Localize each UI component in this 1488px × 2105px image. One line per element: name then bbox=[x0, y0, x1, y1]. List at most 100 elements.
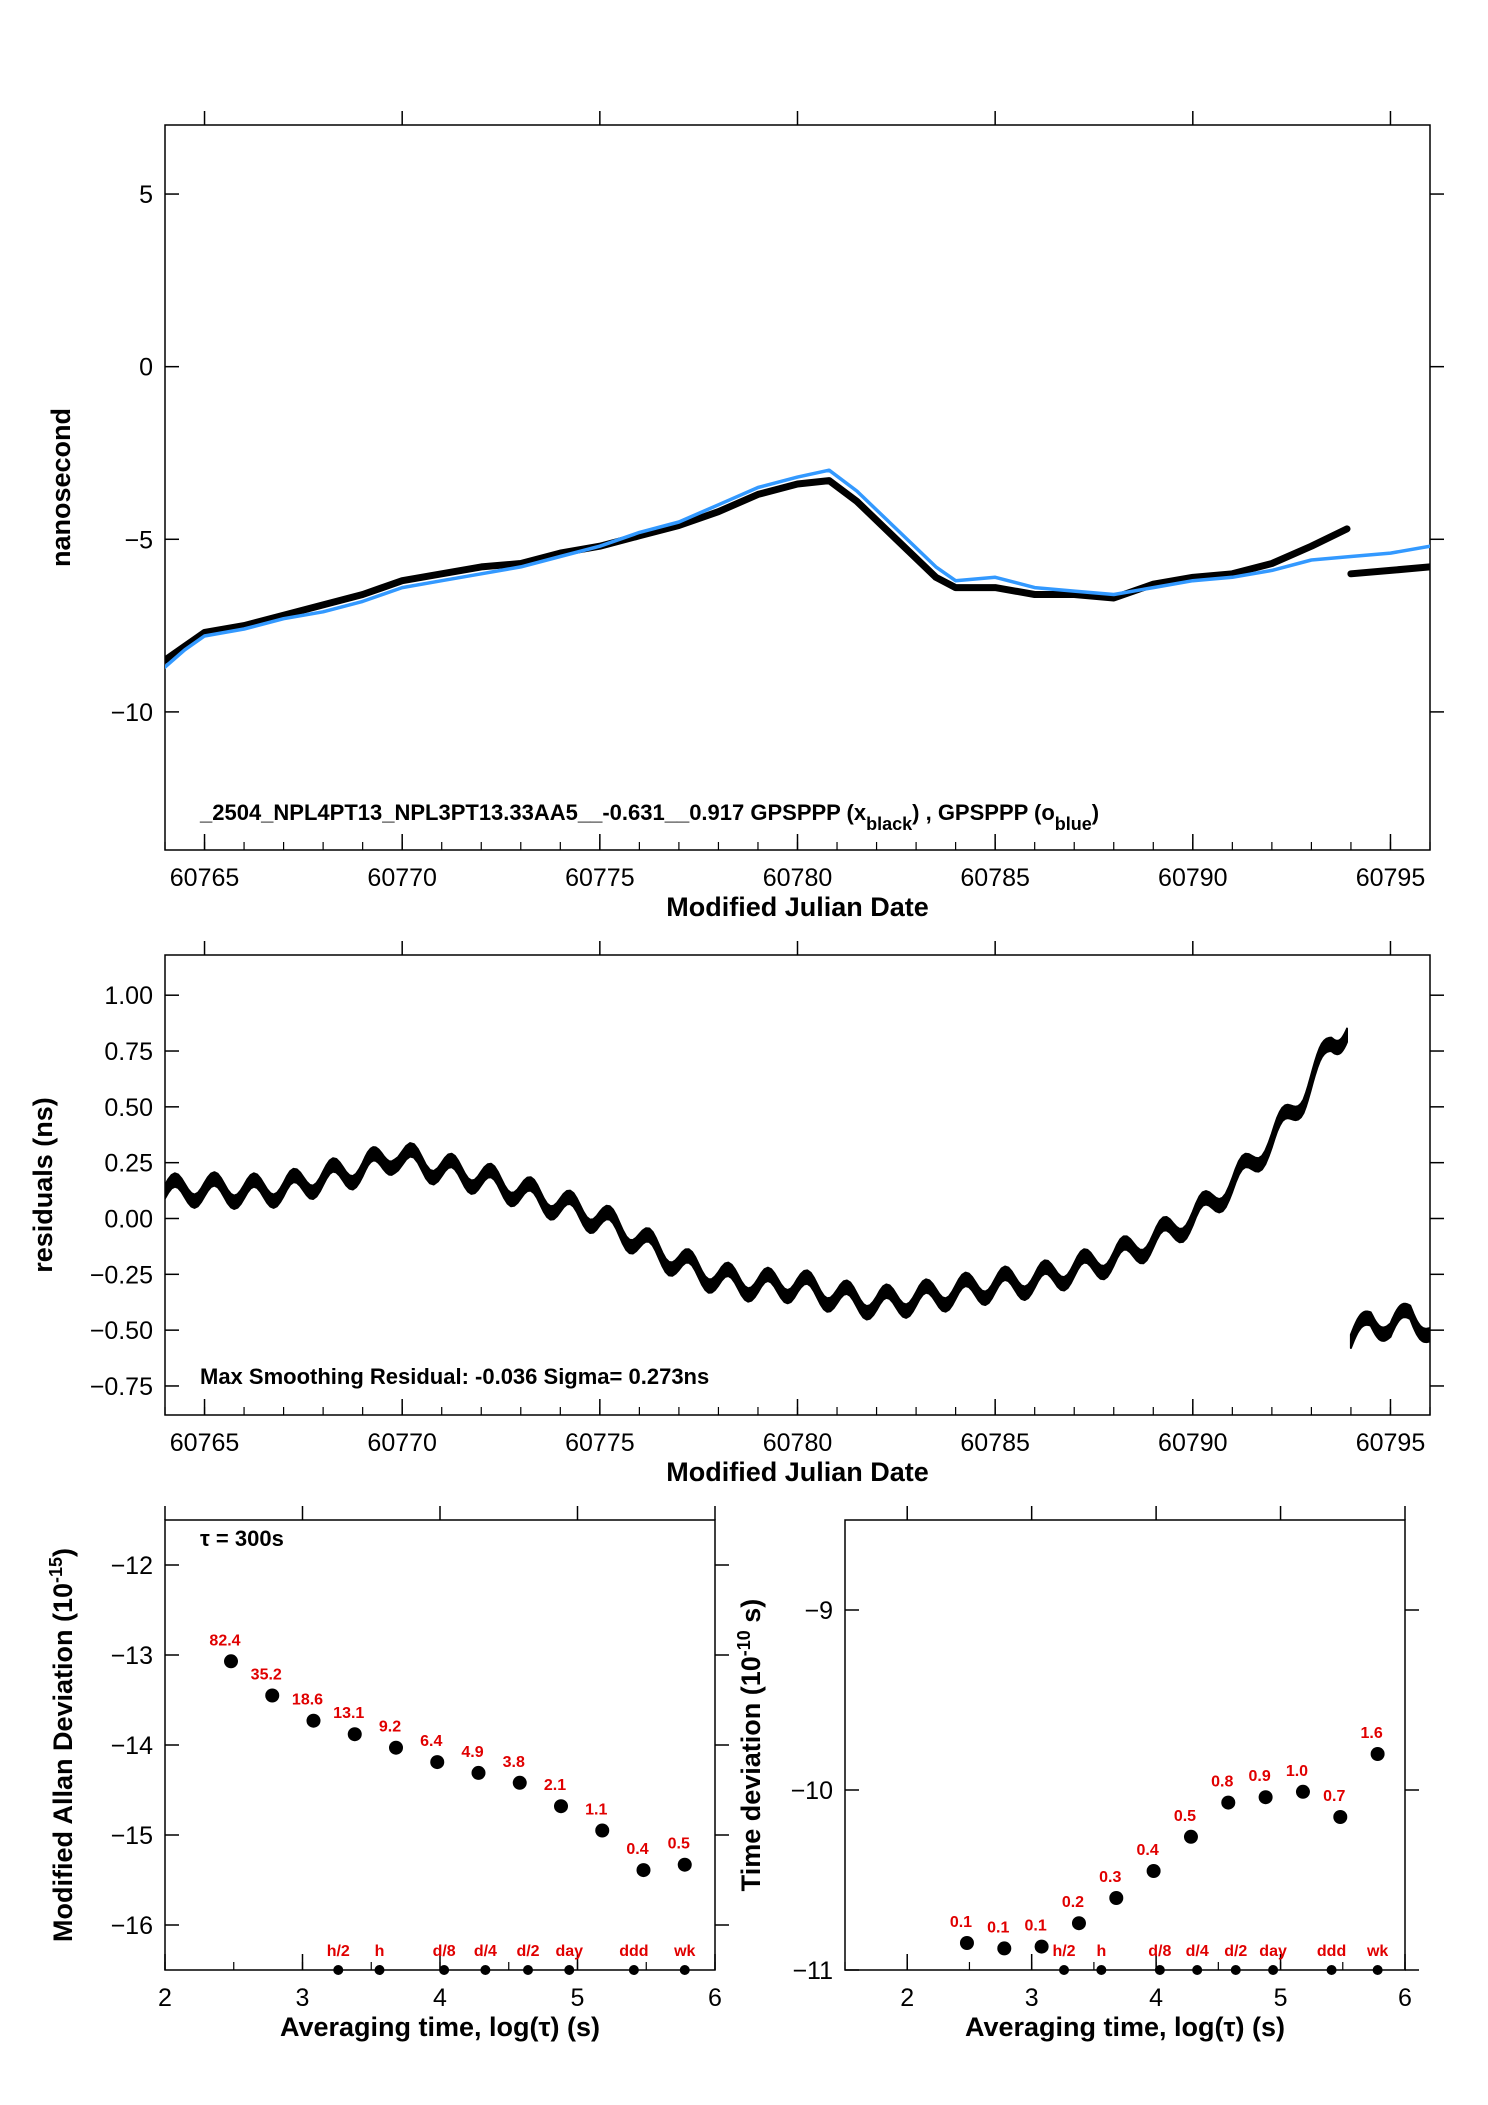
y-tick-label: −5 bbox=[124, 526, 153, 554]
y-tick-label: 1.00 bbox=[104, 982, 153, 1010]
data-label: 0.4 bbox=[1136, 1842, 1158, 1859]
data-label: 0.5 bbox=[668, 1836, 690, 1853]
time-marker bbox=[628, 1965, 639, 1975]
time-marker bbox=[374, 1965, 385, 1975]
data-label: 9.2 bbox=[379, 1719, 401, 1736]
annotation-mid: ) , GPSPPP (o bbox=[912, 800, 1055, 825]
x-tick-label: 60790 bbox=[1158, 1429, 1228, 1457]
y-axis-label-main: Modified Allan Deviation (10 bbox=[48, 1583, 78, 1942]
time-marker bbox=[679, 1965, 690, 1975]
y-tick-label: −0.25 bbox=[90, 1261, 153, 1289]
data-point bbox=[430, 1755, 445, 1770]
series-line-1 bbox=[1347, 563, 1430, 578]
x-tick-label: 60770 bbox=[367, 864, 437, 892]
series-line-2 bbox=[165, 468, 1430, 669]
time-marker-label: ddd bbox=[1317, 1943, 1346, 1960]
data-point bbox=[1071, 1916, 1086, 1931]
y-tick-label: 5 bbox=[139, 181, 153, 209]
time-marker-label: h bbox=[375, 1943, 385, 1960]
time-marker-label: wk bbox=[1366, 1943, 1388, 1960]
data-label: 1.0 bbox=[1286, 1763, 1308, 1780]
data-label: 0.2 bbox=[1062, 1894, 1084, 1911]
time-marker-label: h/2 bbox=[1052, 1943, 1075, 1960]
data-point bbox=[1183, 1829, 1198, 1844]
data-label: 2.1 bbox=[544, 1777, 566, 1794]
y-tick-label: −13 bbox=[111, 1642, 153, 1670]
y-tick-label: −0.50 bbox=[90, 1317, 153, 1345]
data-label: 82.4 bbox=[209, 1632, 240, 1649]
time-marker-label: day bbox=[555, 1943, 583, 1960]
data-point bbox=[389, 1740, 403, 1755]
data-point bbox=[677, 1857, 692, 1872]
time-marker-label: d/2 bbox=[516, 1943, 539, 1960]
annotation: Max Smoothing Residual: -0.036 Sigma= 0.… bbox=[200, 1364, 709, 1389]
data-label: 0.4 bbox=[626, 1841, 648, 1858]
time-marker-label: d/8 bbox=[433, 1943, 456, 1960]
x-tick-label: 6 bbox=[1398, 1984, 1412, 2012]
data-point bbox=[1034, 1939, 1049, 1954]
data-label: 1.1 bbox=[585, 1802, 607, 1819]
x-tick-label: 60775 bbox=[565, 1429, 635, 1457]
data-point bbox=[347, 1727, 362, 1742]
time-marker bbox=[1372, 1965, 1383, 1975]
y-tick-label: −12 bbox=[111, 1552, 153, 1580]
data-label: 0.1 bbox=[950, 1914, 972, 1931]
x-tick-label: 6 bbox=[708, 1984, 722, 2012]
x-tick-label: 3 bbox=[1025, 1984, 1039, 2012]
y-tick-label: −15 bbox=[111, 1822, 153, 1850]
x-tick-label: 60775 bbox=[565, 864, 635, 892]
annotation: _2504_NPL4PT13_NPL3PT13.33AA5__-0.631__0… bbox=[199, 800, 1099, 834]
time-marker bbox=[439, 1965, 450, 1975]
x-axis-label: Averaging time, log(τ) (s) bbox=[965, 2012, 1285, 2042]
y-axis-label: nanosecond bbox=[46, 408, 76, 567]
time-marker bbox=[1059, 1965, 1070, 1975]
x-tick-label: 60765 bbox=[170, 864, 240, 892]
time-marker-label: d/4 bbox=[1186, 1943, 1209, 1960]
data-point bbox=[636, 1863, 651, 1878]
time-marker bbox=[1154, 1965, 1165, 1975]
time-marker-label: d/2 bbox=[1224, 1943, 1247, 1960]
x-axis-label: Modified Julian Date bbox=[666, 892, 929, 922]
x-tick-label: 5 bbox=[1274, 1984, 1288, 2012]
y-tick-label: −10 bbox=[791, 1777, 833, 1805]
x-tick-label: 2 bbox=[900, 1984, 914, 2012]
y-tick-label: −11 bbox=[792, 1957, 833, 1985]
tdev-panel: 2 3 4 5 6 −9 −10 −11 Averaging time, log(τ) (s) T… bbox=[734, 1506, 1419, 2042]
data-point bbox=[554, 1799, 568, 1814]
data-point bbox=[1333, 1810, 1348, 1824]
time-marker-label: h/2 bbox=[327, 1943, 350, 1960]
annotation-sub2: blue bbox=[1055, 814, 1092, 834]
x-tick-label: 60785 bbox=[960, 1429, 1030, 1457]
data-label: 13.1 bbox=[333, 1705, 364, 1722]
x-axis-label: Modified Julian Date bbox=[666, 1457, 929, 1487]
mdev-panel: 2 3 4 5 6 −12 −13 −14 −15 −16 Averaging time, log(… bbox=[46, 1506, 729, 2042]
data-label: 0.1 bbox=[987, 1919, 1009, 1936]
data-point bbox=[265, 1688, 280, 1703]
annotation-main: _2504_NPL4PT13_NPL3PT13.33AA5__-0.631__0… bbox=[199, 800, 867, 825]
data-point bbox=[997, 1941, 1012, 1956]
y-axis-label-tail: s) bbox=[736, 1599, 766, 1631]
residual-band-1 bbox=[1349, 1302, 1430, 1349]
x-tick-label: 4 bbox=[1149, 1984, 1163, 2012]
annotation-sub1: black bbox=[866, 814, 913, 834]
y-tick-label: 0 bbox=[139, 354, 153, 382]
y-tick-label: 0.25 bbox=[104, 1150, 153, 1178]
time-marker bbox=[1326, 1965, 1337, 1975]
time-marker bbox=[1096, 1965, 1107, 1975]
x-tick-label: 60780 bbox=[763, 1429, 833, 1457]
plot-area bbox=[165, 1027, 1430, 1349]
y-tick-label: 0.75 bbox=[104, 1038, 153, 1066]
data-point bbox=[1109, 1891, 1124, 1905]
data-point bbox=[959, 1936, 974, 1950]
x-tick-label: 60765 bbox=[170, 1429, 240, 1457]
time-marker bbox=[1230, 1965, 1241, 1975]
data-label: 0.5 bbox=[1174, 1808, 1196, 1825]
x-tick-label: 60780 bbox=[763, 864, 833, 892]
time-marker-label: day bbox=[1259, 1943, 1287, 1960]
y-axis-label-exponent: -15 bbox=[46, 1557, 66, 1583]
y-axis-label-exponent: -10 bbox=[734, 1630, 754, 1656]
time-marker-label: h bbox=[1096, 1943, 1106, 1960]
time-marker bbox=[480, 1965, 491, 1975]
residuals-panel: 60765 60770 60775 60780 60785 60790 60795 1.00 0… bbox=[28, 941, 1444, 1487]
